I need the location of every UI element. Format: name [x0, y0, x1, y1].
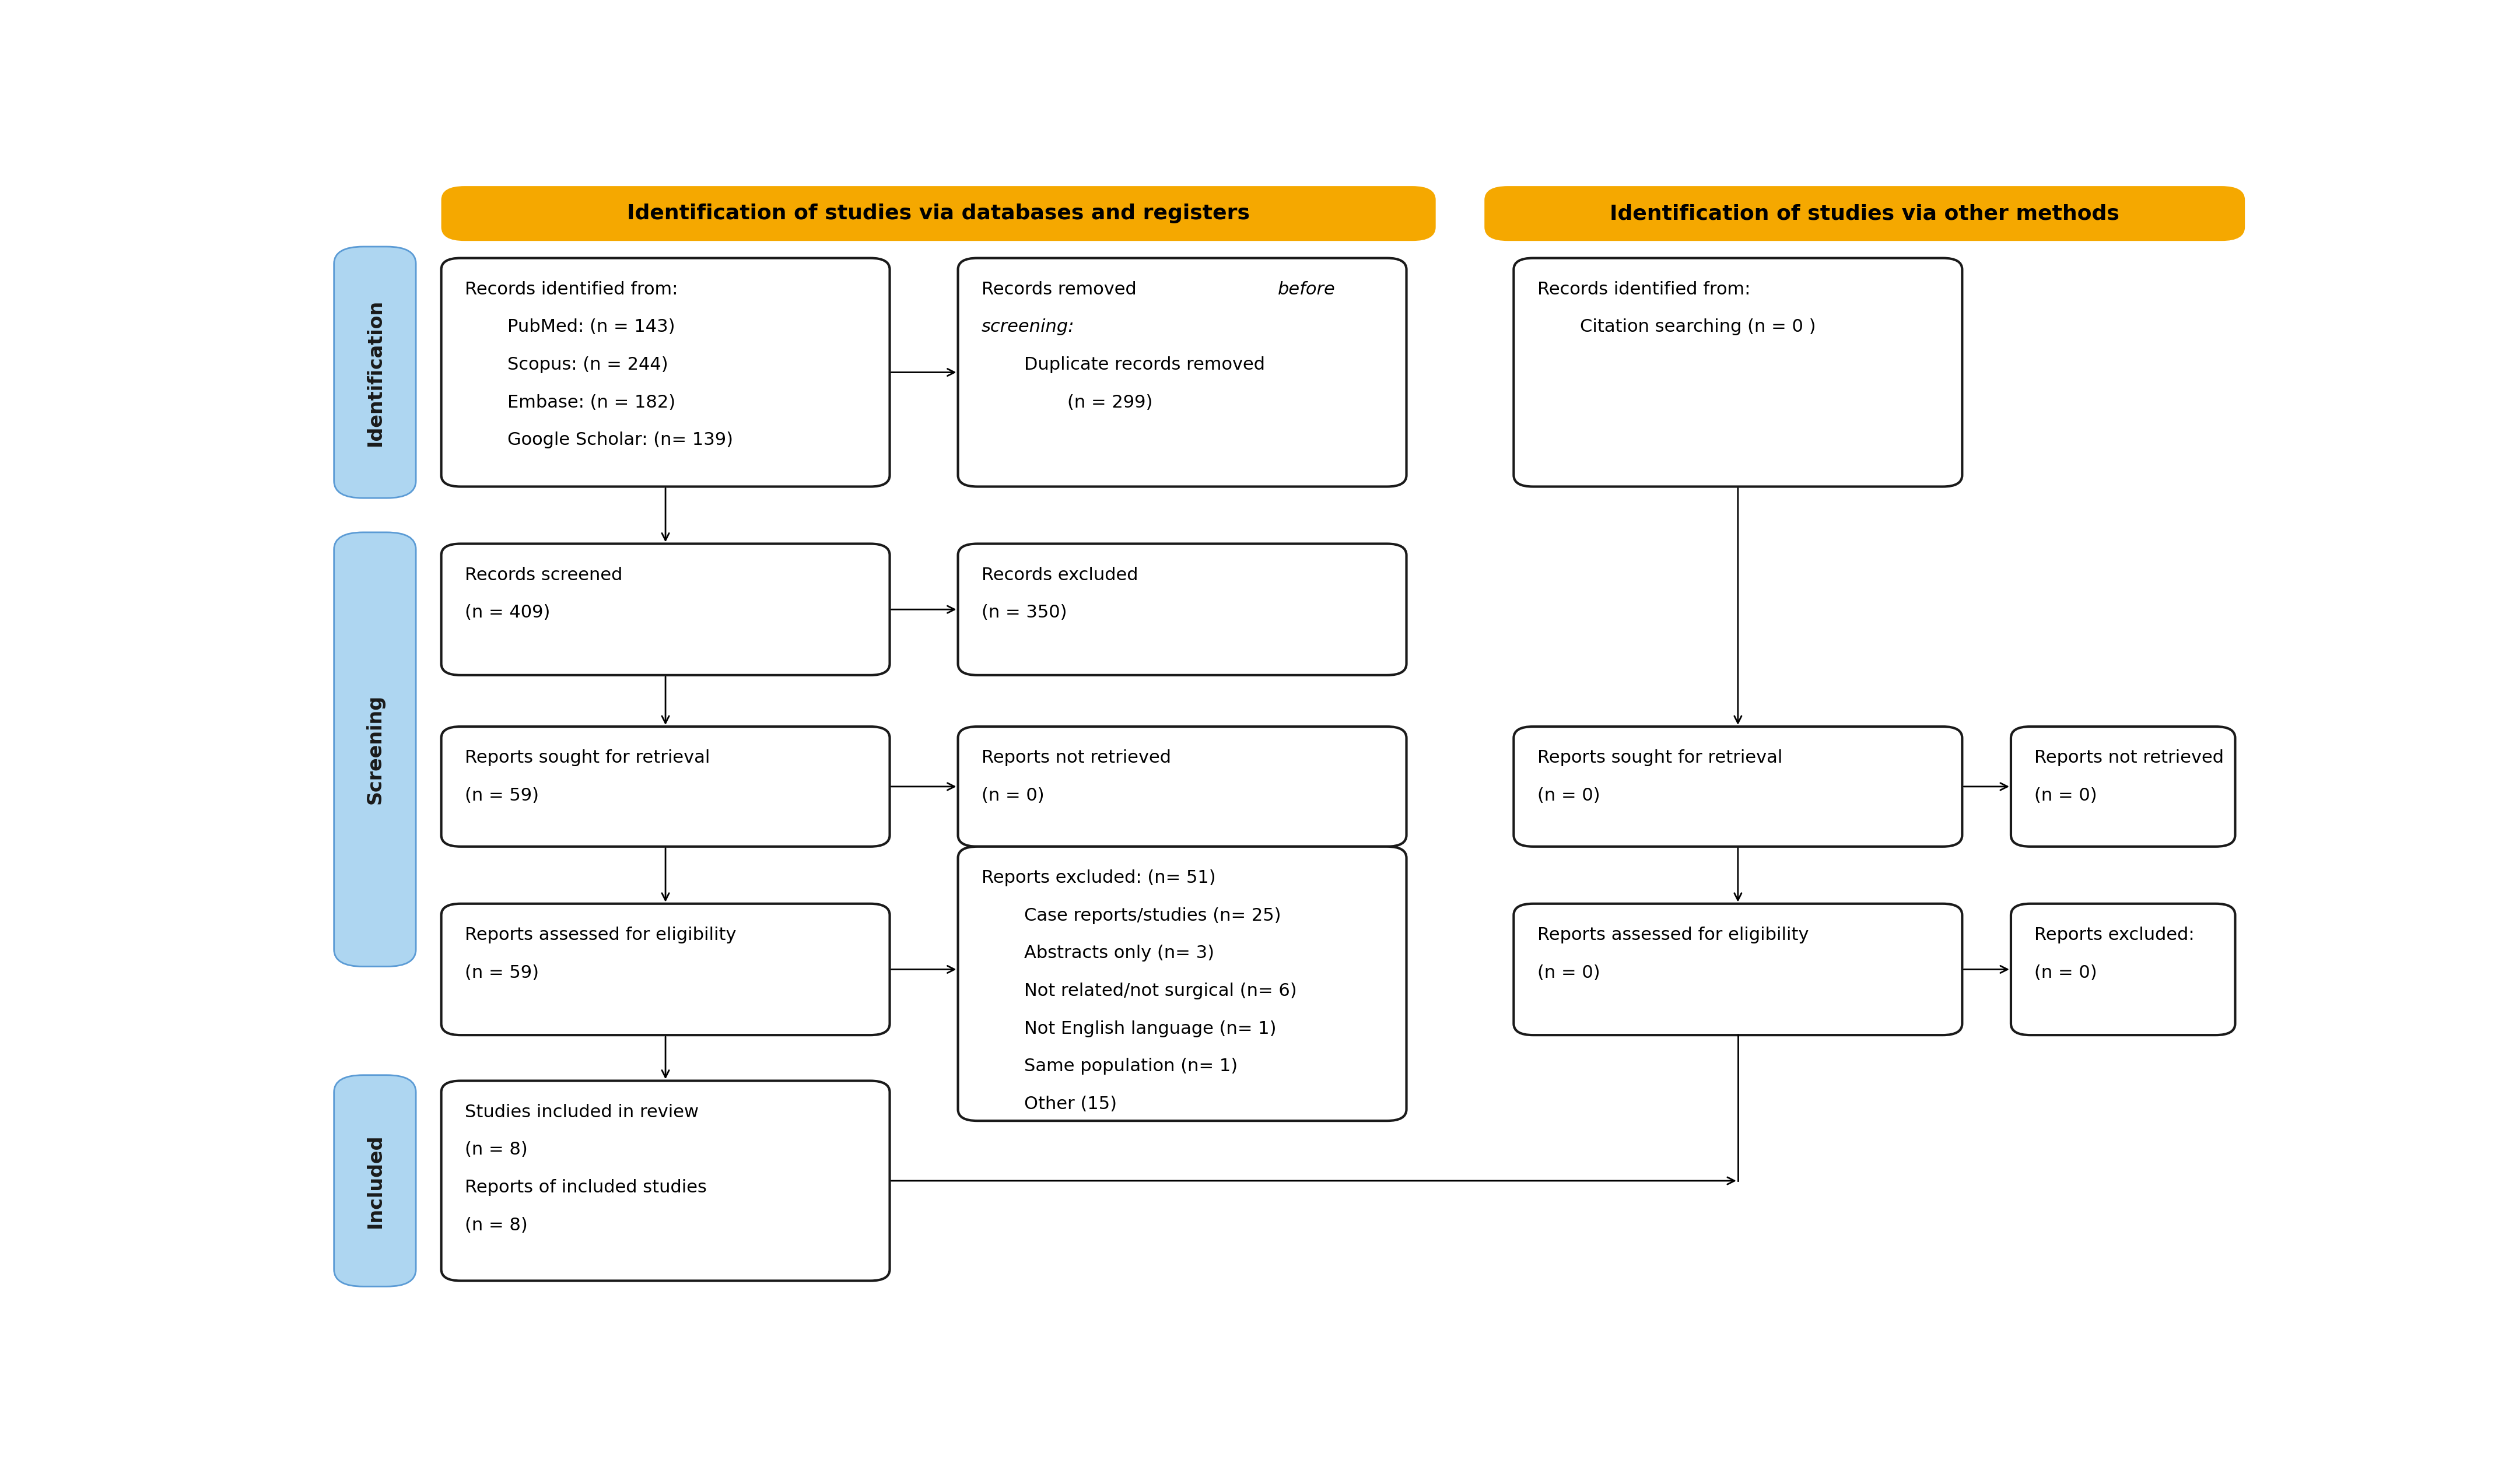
Text: Reports not retrieved: Reports not retrieved [2035, 749, 2224, 766]
Text: Scopus: (n = 244): Scopus: (n = 244) [508, 356, 669, 374]
FancyBboxPatch shape [959, 727, 1406, 846]
Text: Records excluded: Records excluded [981, 567, 1137, 583]
Text: Records identified from:: Records identified from: [465, 280, 677, 298]
Text: before: before [1278, 280, 1336, 298]
Text: Not related/not surgical (n= 6): Not related/not surgical (n= 6) [1024, 982, 1296, 999]
Text: Reports excluded: (n= 51): Reports excluded: (n= 51) [981, 870, 1215, 886]
FancyBboxPatch shape [959, 258, 1406, 487]
FancyBboxPatch shape [440, 186, 1437, 240]
Text: (n = 59): (n = 59) [465, 787, 538, 804]
Text: Google Scholar: (n= 139): Google Scholar: (n= 139) [508, 432, 732, 448]
FancyBboxPatch shape [440, 904, 891, 1036]
Text: (n = 59): (n = 59) [465, 965, 538, 981]
Text: Records removed: Records removed [981, 280, 1142, 298]
Text: Case reports/studies (n= 25): Case reports/studies (n= 25) [1024, 907, 1281, 925]
Text: (n = 0): (n = 0) [1537, 965, 1600, 981]
Text: (n = 409): (n = 409) [465, 604, 551, 622]
FancyBboxPatch shape [959, 543, 1406, 675]
Text: Records identified from:: Records identified from: [1537, 280, 1751, 298]
Text: Duplicate records removed: Duplicate records removed [1024, 356, 1266, 374]
Text: Studies included in review: Studies included in review [465, 1104, 699, 1120]
Text: Screening: Screening [365, 695, 385, 804]
Text: Same population (n= 1): Same population (n= 1) [1024, 1058, 1238, 1074]
Text: (n = 350): (n = 350) [981, 604, 1067, 622]
FancyBboxPatch shape [2010, 904, 2234, 1036]
FancyBboxPatch shape [440, 727, 891, 846]
FancyBboxPatch shape [2010, 727, 2234, 846]
Text: (n = 0): (n = 0) [2035, 965, 2096, 981]
FancyBboxPatch shape [1515, 258, 1962, 487]
Text: screening:: screening: [981, 319, 1074, 335]
Text: Abstracts only (n= 3): Abstracts only (n= 3) [1024, 945, 1215, 962]
Text: Identification of studies via other methods: Identification of studies via other meth… [1610, 203, 2118, 224]
FancyBboxPatch shape [440, 258, 891, 487]
Text: (n = 0): (n = 0) [2035, 787, 2096, 804]
Text: (n = 299): (n = 299) [1067, 395, 1152, 411]
Text: Citation searching (n = 0 ): Citation searching (n = 0 ) [1580, 319, 1817, 335]
Text: Reports sought for retrieval: Reports sought for retrieval [465, 749, 710, 766]
Text: (n = 8): (n = 8) [465, 1217, 528, 1233]
Text: Reports assessed for eligibility: Reports assessed for eligibility [1537, 926, 1809, 944]
Text: PubMed: (n = 143): PubMed: (n = 143) [508, 319, 674, 335]
FancyBboxPatch shape [1515, 727, 1962, 846]
Text: (n = 0): (n = 0) [981, 787, 1044, 804]
FancyBboxPatch shape [959, 846, 1406, 1120]
Text: Reports assessed for eligibility: Reports assessed for eligibility [465, 926, 737, 944]
FancyBboxPatch shape [1484, 186, 2244, 240]
FancyBboxPatch shape [335, 246, 415, 499]
Text: Reports of included studies: Reports of included studies [465, 1180, 707, 1196]
Text: Records screened: Records screened [465, 567, 621, 583]
Text: (n = 8): (n = 8) [465, 1141, 528, 1159]
FancyBboxPatch shape [440, 543, 891, 675]
FancyBboxPatch shape [1515, 904, 1962, 1036]
Text: Identification: Identification [365, 298, 385, 445]
Text: Embase: (n = 182): Embase: (n = 182) [508, 395, 677, 411]
Text: Reports not retrieved: Reports not retrieved [981, 749, 1170, 766]
FancyBboxPatch shape [335, 1074, 415, 1287]
Text: Reports excluded:: Reports excluded: [2035, 926, 2194, 944]
Text: Reports sought for retrieval: Reports sought for retrieval [1537, 749, 1781, 766]
FancyBboxPatch shape [335, 533, 415, 966]
Text: Identification of studies via databases and registers: Identification of studies via databases … [626, 203, 1250, 224]
FancyBboxPatch shape [440, 1080, 891, 1281]
Text: Included: Included [365, 1134, 385, 1227]
Text: Not English language (n= 1): Not English language (n= 1) [1024, 1020, 1276, 1037]
Text: (n = 0): (n = 0) [1537, 787, 1600, 804]
Text: Other (15): Other (15) [1024, 1095, 1117, 1113]
